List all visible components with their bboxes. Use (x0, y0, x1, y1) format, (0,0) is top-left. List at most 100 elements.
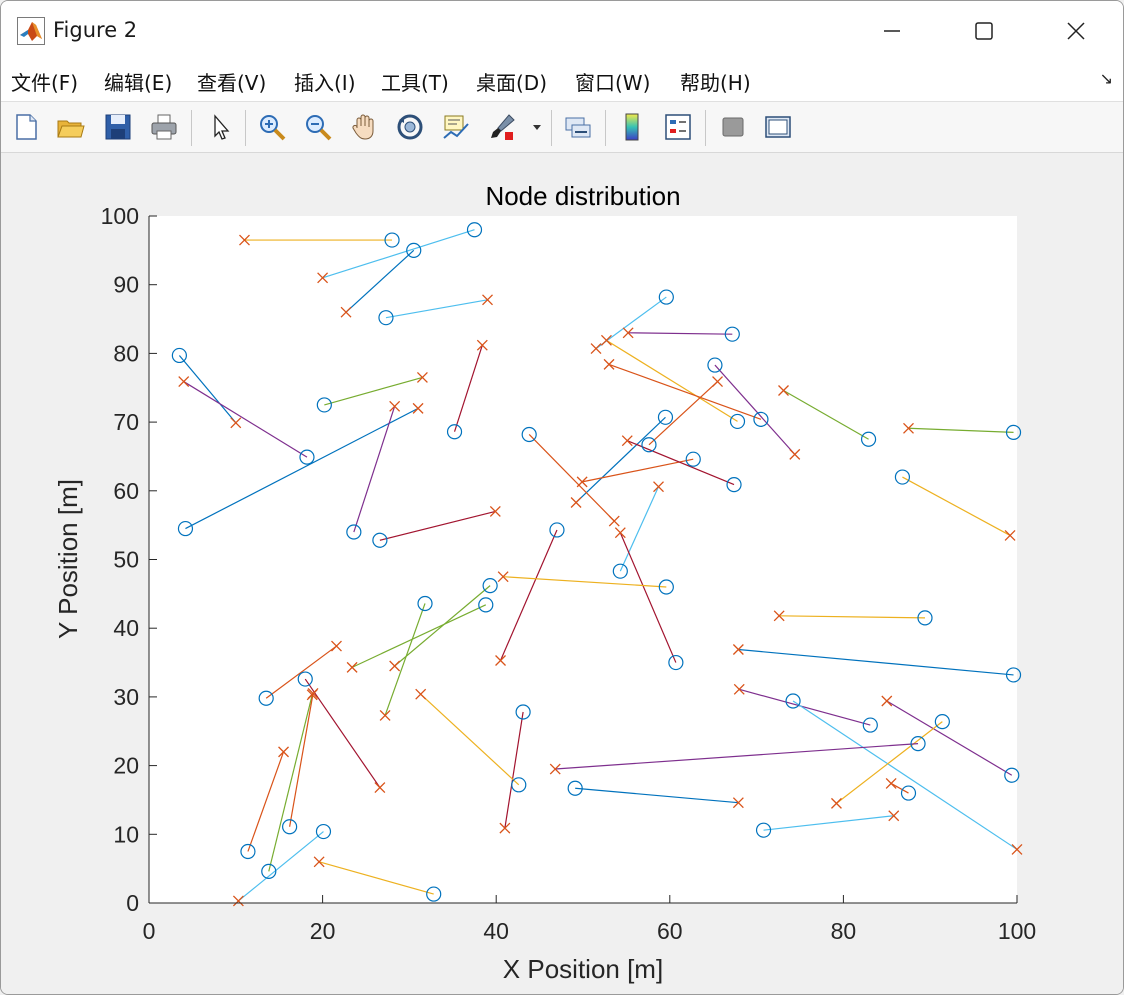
node-circle-marker (910, 736, 926, 752)
node-x-marker (888, 810, 900, 822)
menu-tools[interactable]: 工具(T) (381, 71, 449, 95)
save-button[interactable] (101, 110, 135, 144)
pan-hand-icon (352, 114, 374, 140)
open-file-icon (57, 120, 85, 138)
menu-insert[interactable]: 插入(I) (294, 71, 356, 95)
zoom-out-icon (306, 115, 332, 141)
rotate-3d-button[interactable] (393, 110, 427, 144)
node-circle-marker (1004, 767, 1020, 783)
node-circle-marker (315, 823, 332, 840)
connection-line (739, 688, 871, 726)
connection-line (379, 510, 496, 541)
node-circle-marker (316, 397, 332, 413)
link-plot-button[interactable] (561, 110, 595, 144)
brush-dropdown[interactable] (529, 110, 545, 144)
node-circle-marker (482, 578, 498, 594)
node-circle-marker (726, 477, 742, 493)
node-x-marker (412, 402, 424, 414)
connection-line (504, 711, 524, 829)
node-circle-marker (862, 717, 878, 733)
menu-view[interactable]: 查看(V) (197, 71, 267, 95)
rotate-3d-icon (397, 114, 423, 140)
title-bar[interactable]: Figure 2 (1, 1, 1123, 61)
toolbar-separator (245, 110, 246, 146)
connection-line (185, 407, 419, 530)
minimize-icon (884, 30, 900, 32)
node-circle-marker (917, 610, 933, 626)
maximize-icon (975, 22, 993, 40)
node-x-marker (374, 782, 386, 794)
node-markers (171, 222, 1023, 907)
node-x-marker (733, 683, 745, 695)
node-x-marker (389, 660, 401, 672)
colorbar-button[interactable] (615, 110, 649, 144)
y-tick-label: 70 (113, 409, 139, 435)
data-cursor-button[interactable] (439, 110, 473, 144)
node-x-marker (239, 234, 250, 246)
minimize-button[interactable] (846, 1, 938, 61)
node-circle-marker (1005, 667, 1022, 683)
node-x-marker (576, 476, 588, 488)
connection-line (394, 585, 491, 667)
legend-button[interactable] (661, 110, 695, 144)
connection-line (247, 751, 285, 852)
y-tick-label: 40 (113, 615, 139, 641)
brush-button[interactable] (485, 110, 519, 144)
pointer-button[interactable] (203, 110, 237, 144)
save-icon (105, 114, 131, 140)
connection-line (575, 416, 666, 503)
connection-line (353, 406, 396, 533)
new-figure-icon (16, 114, 37, 140)
connection-line (627, 440, 735, 486)
menu-window[interactable]: 窗口(W) (575, 71, 651, 95)
x-axis-label: X Position [m] (503, 954, 663, 984)
connection-line (318, 861, 434, 895)
node-circle-marker (658, 579, 674, 595)
brush-icon (491, 114, 515, 140)
menu-file[interactable]: 文件(F) (11, 71, 79, 95)
node-x-marker (881, 695, 893, 707)
node-circle-marker (707, 357, 723, 373)
node-circle-marker (894, 469, 911, 485)
toolbar-separator (551, 110, 552, 146)
print-button[interactable] (147, 110, 181, 144)
tick-marks: 0 20 40 60 80 100 0 10 20 30 40 50 60 70 80 90 100 (101, 203, 1037, 944)
connection-line (238, 831, 324, 902)
pan-button[interactable] (347, 110, 381, 144)
new-figure-button[interactable] (9, 110, 43, 144)
node-x-marker (495, 655, 506, 666)
close-button[interactable] (1030, 1, 1122, 61)
colorbar-icon (625, 113, 639, 141)
node-x-marker (1004, 529, 1016, 541)
menu-overflow-icon[interactable]: ↘ (1099, 69, 1113, 88)
node-circle-marker (785, 693, 801, 709)
show-plot-tools-button[interactable] (761, 110, 795, 144)
menu-edit[interactable]: 编辑(E) (104, 71, 173, 95)
node-x-marker (313, 856, 325, 868)
node-circle-marker (478, 597, 494, 613)
y-tick-label: 100 (101, 203, 139, 229)
node-x-marker (549, 763, 561, 775)
zoom-out-button[interactable] (301, 110, 335, 144)
maximize-button[interactable] (938, 1, 1030, 61)
window-title: Figure 2 (53, 18, 138, 42)
menu-desktop[interactable]: 桌面(D) (476, 71, 548, 95)
connection-lines (178, 229, 1018, 902)
connection-line (779, 615, 926, 619)
open-file-button[interactable] (53, 110, 87, 144)
node-circle-marker (346, 524, 362, 540)
node-circle-marker (567, 780, 583, 796)
menu-help[interactable]: 帮助(H) (680, 71, 751, 95)
connection-line (178, 355, 237, 424)
toolbar-separator (605, 110, 606, 146)
node-x-marker (497, 571, 509, 583)
node-x-marker (230, 417, 242, 429)
connection-line (648, 381, 718, 446)
node-distribution-chart: 0 20 40 60 80 100 0 10 20 30 40 50 60 70 80 90 100 Node … (53, 181, 1037, 984)
node-x-marker (379, 709, 391, 721)
node-x-marker (732, 797, 744, 809)
connection-line (738, 648, 1014, 676)
hide-plot-tools-button[interactable] (716, 110, 750, 144)
zoom-in-button[interactable] (255, 110, 289, 144)
